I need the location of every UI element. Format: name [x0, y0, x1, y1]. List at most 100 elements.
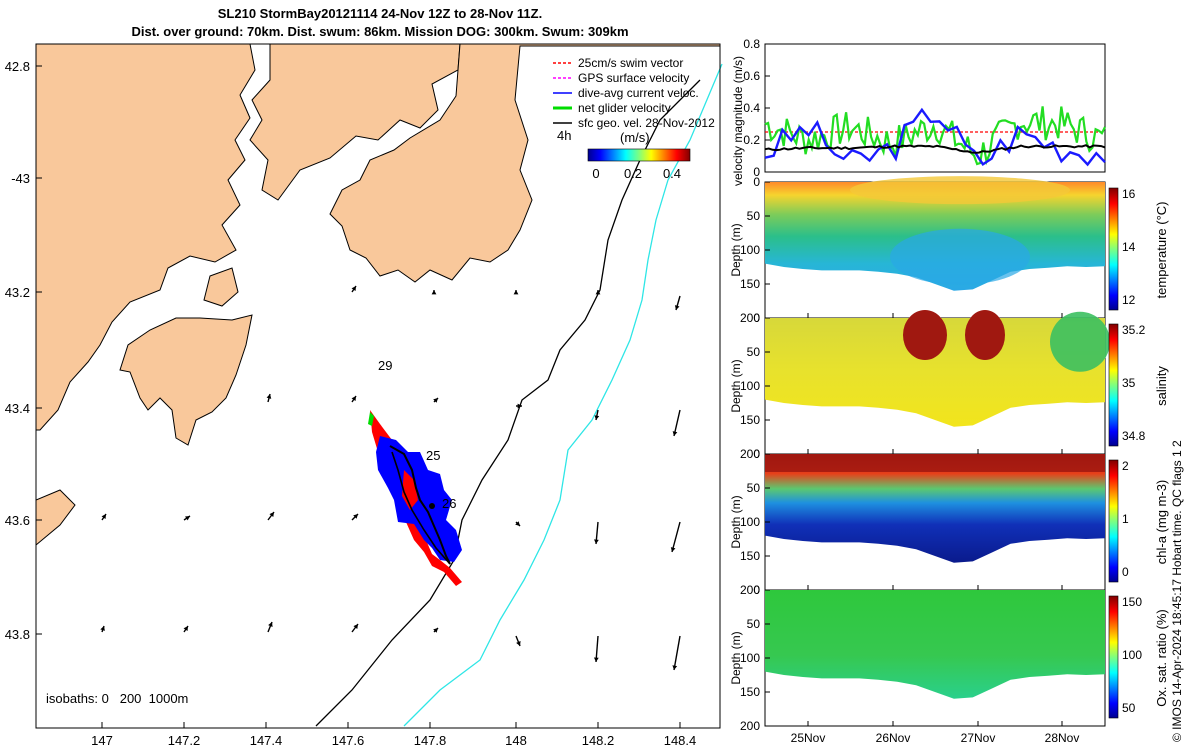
velocity-arrowhead: [183, 626, 188, 631]
legend-label: sfc geo. vel. 28-Nov-2012: [578, 116, 715, 130]
velocity-plot-area: [764, 43, 1106, 173]
series-dive-avg-current: [764, 107, 1106, 167]
depth-tick-label: 50: [747, 617, 761, 631]
colorbar-tick-label: 0: [1122, 565, 1129, 579]
track-green-start: [368, 412, 374, 426]
land-tasman-peninsula: [329, 44, 720, 283]
velocity-arrowhead: [593, 657, 599, 662]
colorbar-tick-0: 0: [592, 166, 599, 181]
velocity-ytick-label: 0.2: [743, 133, 760, 147]
legend-label: 25cm/s swim vector: [578, 56, 683, 70]
chart-title-line2: Dist. over ground: 70km. Dist. swum: 86k…: [131, 24, 629, 39]
depth-axis-label: Depth (m): [729, 631, 743, 684]
velocity-arrowhead: [672, 665, 678, 670]
copyright-note: © IMOS 14-Apr-2024 18:45:17 Hobart time.…: [1170, 440, 1184, 742]
land-masses: [36, 44, 720, 546]
colorbar-tick-label: 2: [1122, 459, 1129, 473]
map-ytick-label: -43: [11, 171, 30, 186]
track-path-return: [391, 451, 451, 565]
land-mainland: [36, 44, 256, 431]
legend-label: net glider velocity: [578, 101, 671, 115]
map-ytick-label: 43.8: [5, 627, 30, 642]
map-frame: [35, 43, 721, 729]
legend-label: dive-avg current veloc.: [578, 86, 699, 100]
depth-axis-label: Depth (m): [729, 359, 743, 412]
depth-tick-label: 50: [747, 345, 761, 359]
section-colorbar: [1108, 595, 1119, 719]
section-data-field: [765, 590, 1105, 699]
colorbar-tick-label: 35.2: [1122, 323, 1146, 337]
section-panel-2: 0 50 100 150 200 Depth (m) 2 1 0 chl-a (mg m-3): [729, 447, 1169, 597]
isobath-200m: [315, 79, 701, 727]
time-tick-label: 25Nov: [791, 731, 826, 745]
section-panel-1: 0 50 100 150 200 Depth (m) 35.2 35 34.8 salinity: [729, 310, 1169, 461]
velocity-ylabel: velocity magnitude (m/s): [731, 56, 745, 186]
map-xtick-label: 147.4: [250, 733, 283, 748]
colorbar-tick-label: 12: [1122, 293, 1136, 307]
velocity-arrowhead: [101, 514, 106, 519]
depth-tick-label: 100: [740, 515, 760, 529]
salinity-high-patch: [965, 310, 1005, 360]
colorbar-tick-1: 0.2: [624, 166, 642, 181]
day-label-26: 26: [442, 496, 456, 511]
velocity-arrowhead: [351, 396, 356, 401]
track-path: [389, 445, 451, 565]
depth-tick-label: 0: [753, 175, 760, 189]
chl-surface-band: [765, 454, 1105, 472]
velocity-y-axis: 0 0.2 0.4 0.6 0.8: [743, 37, 770, 179]
section-colorbar: [1108, 323, 1119, 447]
velocity-ytick-label: 0: [753, 165, 760, 179]
colorbar-tick-label: 34.8: [1122, 429, 1146, 443]
cold-water-patch: [890, 228, 1030, 285]
colorbar-tick-label: 100: [1122, 648, 1142, 662]
velocity-arrow: [673, 635, 681, 671]
time-tick-label: 28Nov: [1045, 731, 1080, 745]
velocity-arrowhead: [353, 624, 358, 629]
section-colorbar: [1108, 187, 1119, 311]
glider-track: [368, 410, 462, 586]
depth-tick-label: 100: [740, 243, 760, 257]
map-xtick-label: 147.6: [332, 733, 365, 748]
velocity-arrowhead: [100, 626, 105, 631]
velocity-arrowhead: [517, 403, 522, 409]
section-data-field: [765, 454, 1105, 563]
colorbar-tick-label: 16: [1122, 187, 1136, 201]
velocity-arrowhead: [269, 512, 274, 517]
depth-tick-label: 50: [747, 481, 761, 495]
velocity-ytick-label: 0.8: [743, 37, 760, 51]
chart-title-line1: SL210 StormBay20121114 24-Nov 12Z to 28-…: [217, 6, 543, 21]
velocity-arrowhead: [516, 641, 521, 646]
velocity-arrowhead: [351, 286, 356, 291]
depth-tick-label: 150: [740, 277, 760, 291]
day-marker-26: [429, 503, 435, 509]
map-xtick-label: 147.2: [168, 733, 201, 748]
velocity-series: [764, 106, 1106, 167]
velocity-arrowhead: [513, 290, 519, 295]
section-panel-0: 0 50 100 150 200 Depth (m) 16 14 12 temperature (…: [729, 175, 1169, 325]
map-ytick-label: 42.8: [5, 59, 30, 74]
colorbar-tick-label: 50: [1122, 701, 1136, 715]
land-peninsula-central: [249, 44, 461, 201]
land-mainland-south: [36, 489, 76, 546]
velocity-arrowhead: [268, 622, 273, 627]
velocity-arrow: [673, 409, 681, 437]
velocity-ytick-label: 0.6: [743, 69, 760, 83]
velocity-arrowhead: [674, 305, 680, 310]
salinity-high-patch: [903, 310, 947, 360]
colorbar-tick-label: 14: [1122, 240, 1136, 254]
colorbar-tick-label: 1: [1122, 512, 1129, 526]
map-xtick-label: 148: [505, 733, 527, 748]
velocity-arrowhead: [594, 415, 600, 420]
land-south-peninsula: [119, 314, 253, 446]
colorbar-tick-2: 0.4: [663, 166, 681, 181]
map-xtick-label: 148.2: [582, 733, 615, 748]
legend-label: GPS surface velocity: [578, 71, 689, 85]
isobath-1000m: [403, 63, 723, 727]
velocity-arrowhead: [353, 514, 358, 519]
depth-tick-label: 200: [740, 583, 760, 597]
map-ytick-label: 43.4: [5, 401, 30, 416]
